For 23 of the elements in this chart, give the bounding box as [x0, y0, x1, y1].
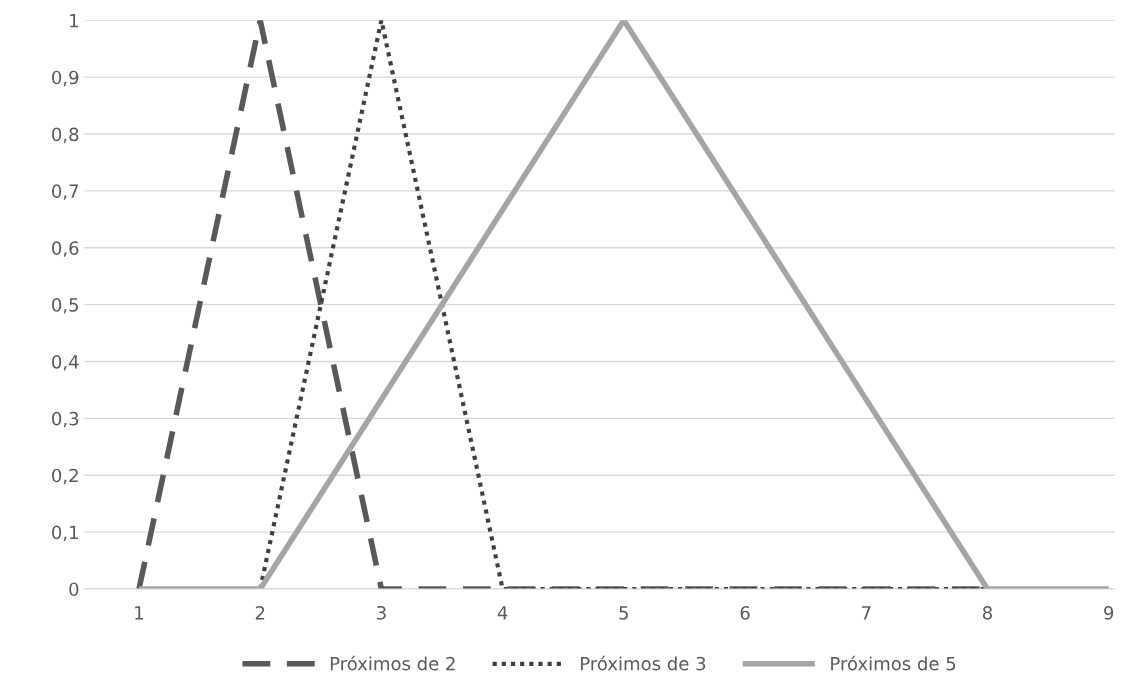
y-tick-label: 0,7 [52, 184, 79, 200]
legend-label: Próximos de 3 [581, 655, 706, 671]
x-tick-label: 7 [862, 606, 871, 620]
y-tick-label: 0,9 [52, 70, 79, 87]
x-tick-label: 5 [619, 606, 628, 620]
x-tick-label: 9 [1104, 605, 1114, 620]
x-tick-label: 3 [377, 605, 386, 620]
y-tick-label: 0,5 [52, 298, 79, 314]
y-tick-label: 0,2 [52, 468, 78, 485]
y-tick-label: 1 [70, 14, 78, 28]
y-tick-label: 0,4 [52, 354, 79, 371]
x-tick-label: 4 [497, 606, 508, 620]
y-tick-label: 0,6 [52, 241, 79, 257]
x-tick-label: 2 [255, 605, 265, 620]
y-tick-label: 0,8 [52, 127, 79, 143]
x-tick-label: 8 [982, 605, 992, 620]
y-tick-label: 0 [69, 582, 79, 597]
y-tick-label: 0,3 [52, 411, 79, 428]
legend-label: Próximos de 2 [330, 655, 455, 671]
x-tick-label: 6 [740, 605, 750, 620]
y-tick-label: 0,1 [52, 525, 78, 542]
x-tick-label: 1 [135, 606, 144, 620]
legend-label: Próximos de 5 [831, 655, 956, 671]
